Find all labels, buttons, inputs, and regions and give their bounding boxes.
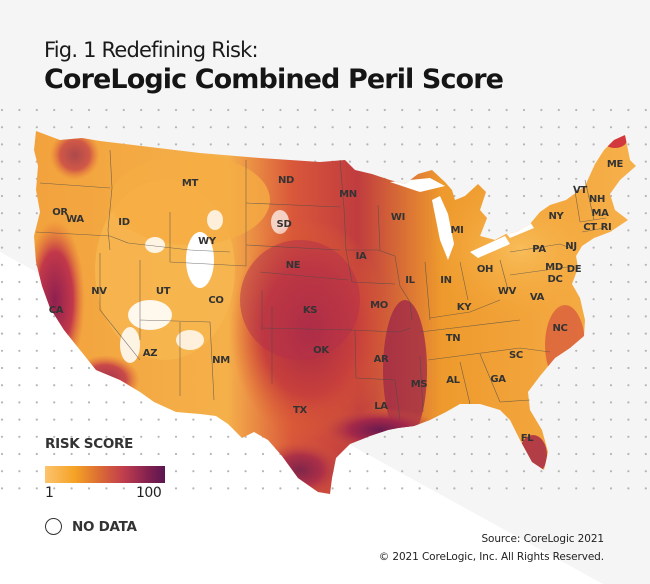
legend: RISK SCORE 1 100 (45, 436, 165, 501)
state-label-wy: WY (198, 236, 217, 247)
legend-min-label: 1 (45, 485, 54, 501)
state-label-wa: WA (66, 214, 84, 225)
state-label-dc: DC (547, 274, 562, 285)
state-label-pa: PA (532, 244, 546, 255)
no-data-circle-icon (45, 518, 62, 535)
state-label-ky: KY (457, 302, 472, 313)
state-label-ma: MA (591, 208, 609, 219)
state-label-nv: NV (91, 286, 107, 297)
state-label-nc: NC (552, 323, 567, 334)
state-label-sd: SD (277, 219, 292, 230)
state-label-nd: ND (278, 175, 294, 186)
state-label-nh: NH (589, 194, 605, 205)
state-label-ny: NY (548, 211, 564, 222)
state-label-fl: FL (521, 433, 535, 444)
legend-max-label: 100 (136, 485, 162, 501)
source-text: Source: CoreLogic 2021 (481, 533, 604, 545)
state-label-tx: TX (293, 405, 308, 416)
figure-subtitle: Fig. 1 Redefining Risk: (44, 38, 259, 62)
state-label-oh: OH (477, 264, 493, 275)
state-label-al: AL (446, 375, 460, 386)
copyright-text: © 2021 CoreLogic, Inc. All Rights Reserv… (378, 551, 604, 563)
state-label-id: ID (118, 217, 129, 228)
state-label-in: IN (440, 275, 452, 286)
state-label-ri: RI (601, 222, 612, 233)
state-label-ms: MS (411, 379, 428, 390)
state-label-co: CO (208, 295, 223, 306)
footer: Source: CoreLogic 2021 © 2021 CoreLogic,… (379, 530, 604, 566)
state-label-nm: NM (212, 355, 230, 366)
state-label-mt: MT (182, 178, 199, 189)
state-label-la: LA (374, 401, 388, 412)
state-label-az: AZ (143, 348, 157, 359)
state-label-ia: IA (356, 251, 367, 262)
state-label-ct: CT (583, 222, 597, 233)
state-label-me: ME (607, 159, 624, 170)
risk-score-gradient-bar (45, 466, 165, 483)
no-data-label: NO DATA (72, 518, 137, 535)
state-label-il: IL (405, 275, 415, 286)
state-label-or: OR (52, 207, 68, 218)
state-label-va: VA (530, 292, 545, 303)
state-label-ca: CA (49, 305, 64, 316)
state-label-tn: TN (446, 333, 461, 344)
legend-title: RISK SCORE (45, 436, 134, 452)
state-label-sc: SC (509, 350, 523, 361)
state-label-ut: UT (156, 286, 171, 297)
map-choropleth (34, 131, 636, 494)
state-label-mo: MO (370, 300, 388, 311)
state-label-wi: WI (391, 212, 405, 223)
state-label-mn: MN (339, 189, 357, 200)
state-label-ga: GA (490, 374, 506, 385)
state-label-ar: AR (374, 354, 389, 365)
state-label-vt: VT (573, 185, 587, 196)
state-label-md: MD (545, 262, 563, 273)
no-data-legend: NO DATA (45, 518, 137, 535)
state-label-ks: KS (303, 305, 317, 316)
state-label-nj: NJ (565, 241, 577, 252)
figure-title: CoreLogic Combined Peril Score (44, 64, 504, 95)
state-borders (35, 149, 607, 421)
state-label-wv: WV (498, 286, 517, 297)
state-label-de: DE (567, 264, 582, 275)
state-label-ok: OK (313, 345, 330, 356)
state-label-mi: MI (450, 225, 463, 236)
title-block: Fig. 1 Redefining Risk: CoreLogic Combin… (44, 38, 504, 97)
state-label-ne: NE (286, 260, 301, 271)
